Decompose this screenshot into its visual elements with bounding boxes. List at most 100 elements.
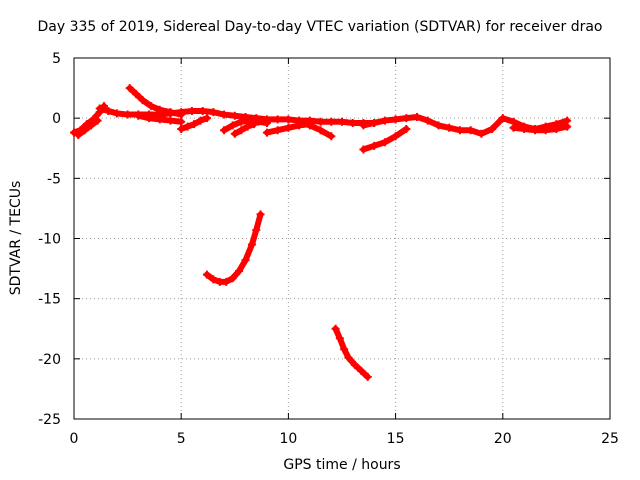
data-point	[183, 122, 192, 131]
data-point	[552, 124, 561, 133]
data-point	[335, 334, 344, 343]
data-point	[104, 106, 113, 115]
data-points	[70, 84, 572, 381]
data-point	[198, 106, 207, 115]
data-point	[363, 372, 372, 381]
y-tick-label: -25	[38, 412, 61, 428]
series-trace	[203, 211, 264, 285]
data-point	[305, 121, 314, 130]
data-point	[166, 116, 175, 125]
data-point	[256, 210, 265, 219]
series-arc-14	[202, 210, 265, 286]
tick-labels: 0 5 10 15 20 25 5 0 -5 -10 -15 -20 -25	[38, 51, 619, 447]
data-point	[413, 112, 422, 121]
data-point	[340, 345, 349, 354]
data-point	[138, 96, 147, 105]
data-point	[190, 120, 199, 129]
data-point	[123, 110, 132, 119]
data-point	[237, 126, 246, 135]
data-point	[230, 111, 239, 120]
series-trace	[231, 121, 258, 137]
data-point	[145, 114, 154, 123]
data-point	[262, 128, 271, 137]
data-point	[273, 126, 282, 135]
data-point	[466, 126, 475, 135]
y-tick-label: -5	[47, 171, 61, 187]
data-point	[209, 275, 218, 284]
data-point	[196, 116, 205, 125]
data-point	[177, 124, 186, 133]
series-arc-2	[74, 116, 102, 140]
data-point	[74, 131, 83, 140]
data-point	[338, 117, 346, 126]
series-arc-13	[509, 122, 572, 135]
series-trace	[75, 117, 101, 139]
data-point	[530, 126, 539, 135]
data-point	[247, 240, 256, 249]
data-point	[434, 121, 443, 130]
y-tick-label: -10	[38, 232, 61, 248]
data-point	[125, 84, 134, 93]
data-point	[155, 105, 164, 114]
data-point	[202, 270, 211, 279]
x-tick-label: 20	[494, 431, 512, 447]
y-tick-label: -15	[38, 292, 61, 308]
data-point	[477, 129, 486, 138]
series-arc-4	[125, 84, 186, 119]
x-tick-label: 15	[387, 431, 405, 447]
data-point	[132, 90, 141, 99]
data-point	[241, 256, 250, 265]
x-tick-label: 0	[70, 431, 79, 447]
data-point	[252, 226, 261, 235]
x-tick-label: 5	[177, 431, 186, 447]
data-point	[348, 118, 357, 127]
series-arc-10	[295, 117, 336, 141]
data-point	[498, 114, 507, 123]
data-point	[202, 114, 211, 123]
data-point	[402, 114, 411, 123]
data-point	[316, 126, 325, 135]
data-point	[370, 118, 379, 127]
data-point	[380, 116, 389, 125]
data-point	[235, 266, 244, 275]
data-point	[391, 115, 400, 124]
series-trace	[296, 118, 335, 140]
data-point	[155, 115, 164, 124]
data-point	[284, 123, 293, 132]
data-point	[220, 126, 229, 135]
data-point	[520, 124, 529, 133]
data-point	[563, 122, 572, 131]
y-tick-label: 0	[52, 111, 61, 127]
series-arc-6	[177, 114, 211, 133]
data-point	[541, 126, 550, 135]
data-point	[237, 117, 246, 126]
data-point	[359, 121, 368, 130]
chart-title: Day 335 of 2019, Sidereal Day-to-day VTE…	[37, 19, 603, 35]
data-point	[350, 360, 359, 369]
data-point	[509, 123, 518, 132]
data-point	[380, 138, 389, 147]
data-point	[402, 124, 411, 133]
data-point	[295, 117, 304, 126]
data-point	[209, 108, 218, 117]
data-point	[147, 102, 156, 111]
data-point	[488, 124, 497, 133]
data-point	[262, 118, 271, 127]
data-point	[316, 117, 325, 126]
x-tick-label: 10	[279, 431, 297, 447]
series-arc-12	[359, 112, 572, 138]
tick-marks	[73, 57, 611, 420]
data-point	[357, 366, 366, 375]
y-tick-label: -20	[38, 352, 61, 368]
data-point	[228, 274, 237, 283]
data-point	[327, 117, 336, 126]
data-point	[284, 115, 293, 124]
data-point	[95, 104, 104, 113]
data-point	[273, 115, 282, 124]
data-point	[391, 132, 400, 141]
series-arc-15	[331, 324, 372, 381]
data-point	[228, 121, 237, 130]
data-point	[166, 108, 175, 117]
data-point	[423, 116, 432, 125]
